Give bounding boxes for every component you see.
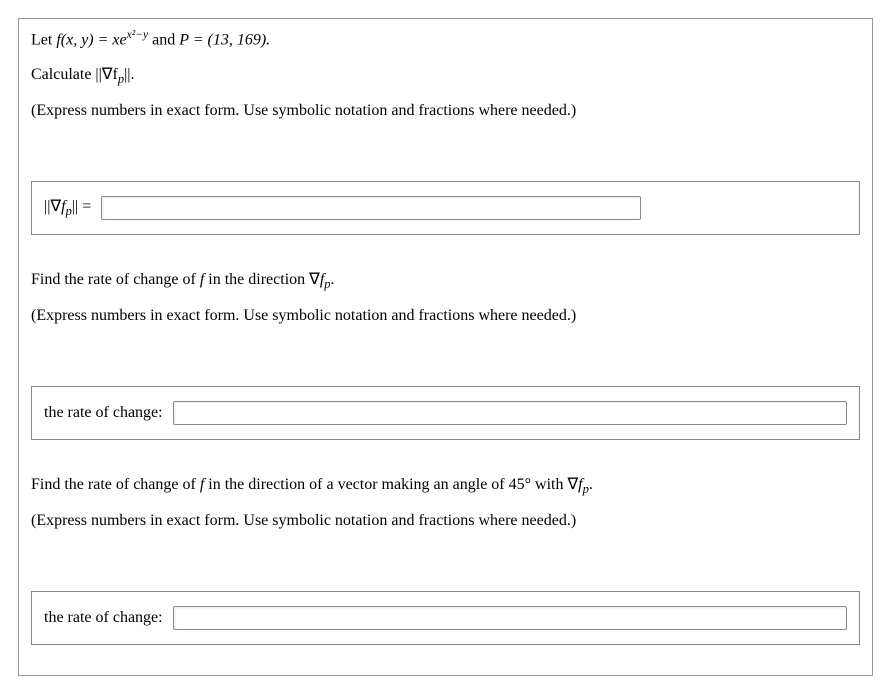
- answer-box-1: ||∇fp|| =: [31, 181, 860, 235]
- q3-prompt-c: .: [589, 476, 593, 493]
- answer-box-3: the rate of change:: [31, 591, 860, 645]
- intro-mid: and: [148, 31, 179, 48]
- q2-prompt-c: .: [331, 271, 335, 288]
- gradnorm-sub: p: [118, 72, 124, 86]
- answer-box-2: the rate of change:: [31, 386, 860, 440]
- q2-prompt-a: Find the rate of change of: [31, 271, 200, 288]
- section-3: Find the rate of change of f in the dire…: [19, 466, 872, 533]
- point-def: P = (13, 169).: [179, 31, 270, 48]
- q3-prompt-b: in the direction of a vector making an a…: [204, 476, 578, 493]
- answer-label-1: ||∇fp|| =: [44, 196, 91, 219]
- problem-container: Let f(x, y) = xex²−y and P = (13, 169). …: [18, 18, 873, 676]
- q3-sub: p: [583, 482, 589, 496]
- gradnorm-close: ||.: [124, 66, 134, 83]
- exact-note-3: (Express numbers in exact form. Use symb…: [31, 510, 860, 532]
- answer-label-3: the rate of change:: [44, 609, 163, 627]
- q3-f2: f: [578, 476, 582, 493]
- spacer: [19, 545, 872, 571]
- q2-prompt: Find the rate of change of f in the dire…: [31, 269, 860, 294]
- q3-prompt-a: Find the rate of change of: [31, 476, 200, 493]
- rate-of-change-input-2[interactable]: [173, 606, 847, 630]
- section-2: Find the rate of change of f in the dire…: [19, 261, 872, 328]
- intro-prefix: Let: [31, 31, 56, 48]
- spacer: [19, 135, 872, 161]
- spacer: [19, 440, 872, 466]
- func-exp: x²−y: [127, 29, 148, 41]
- q2-prompt-b: in the direction ∇: [204, 271, 320, 288]
- q1-label-prefix: ||∇: [44, 198, 61, 215]
- q3-prompt: Find the rate of change of f in the dire…: [31, 474, 860, 499]
- exact-note-1: (Express numbers in exact form. Use symb…: [31, 100, 860, 122]
- q1-label-suffix: || =: [72, 198, 91, 215]
- answer-label-2: the rate of change:: [44, 404, 163, 422]
- spacer: [19, 340, 872, 366]
- gradient-norm-input[interactable]: [101, 196, 641, 220]
- calculate-prompt: Calculate ||∇fp||.: [31, 64, 860, 89]
- section-1: Let f(x, y) = xex²−y and P = (13, 169). …: [19, 19, 872, 123]
- gradnorm: ||∇f: [95, 66, 117, 83]
- calc-prefix: Calculate: [31, 66, 95, 83]
- func-lhs: f(x, y) = xe: [56, 31, 126, 48]
- rate-of-change-input-1[interactable]: [173, 401, 847, 425]
- q1-label-f: f: [61, 198, 65, 215]
- spacer: [19, 235, 872, 261]
- q1-label-sub: p: [66, 204, 72, 218]
- q2-sub: p: [324, 277, 330, 291]
- exact-note-2: (Express numbers in exact form. Use symb…: [31, 305, 860, 327]
- function-definition: Let f(x, y) = xex²−y and P = (13, 169).: [31, 27, 860, 52]
